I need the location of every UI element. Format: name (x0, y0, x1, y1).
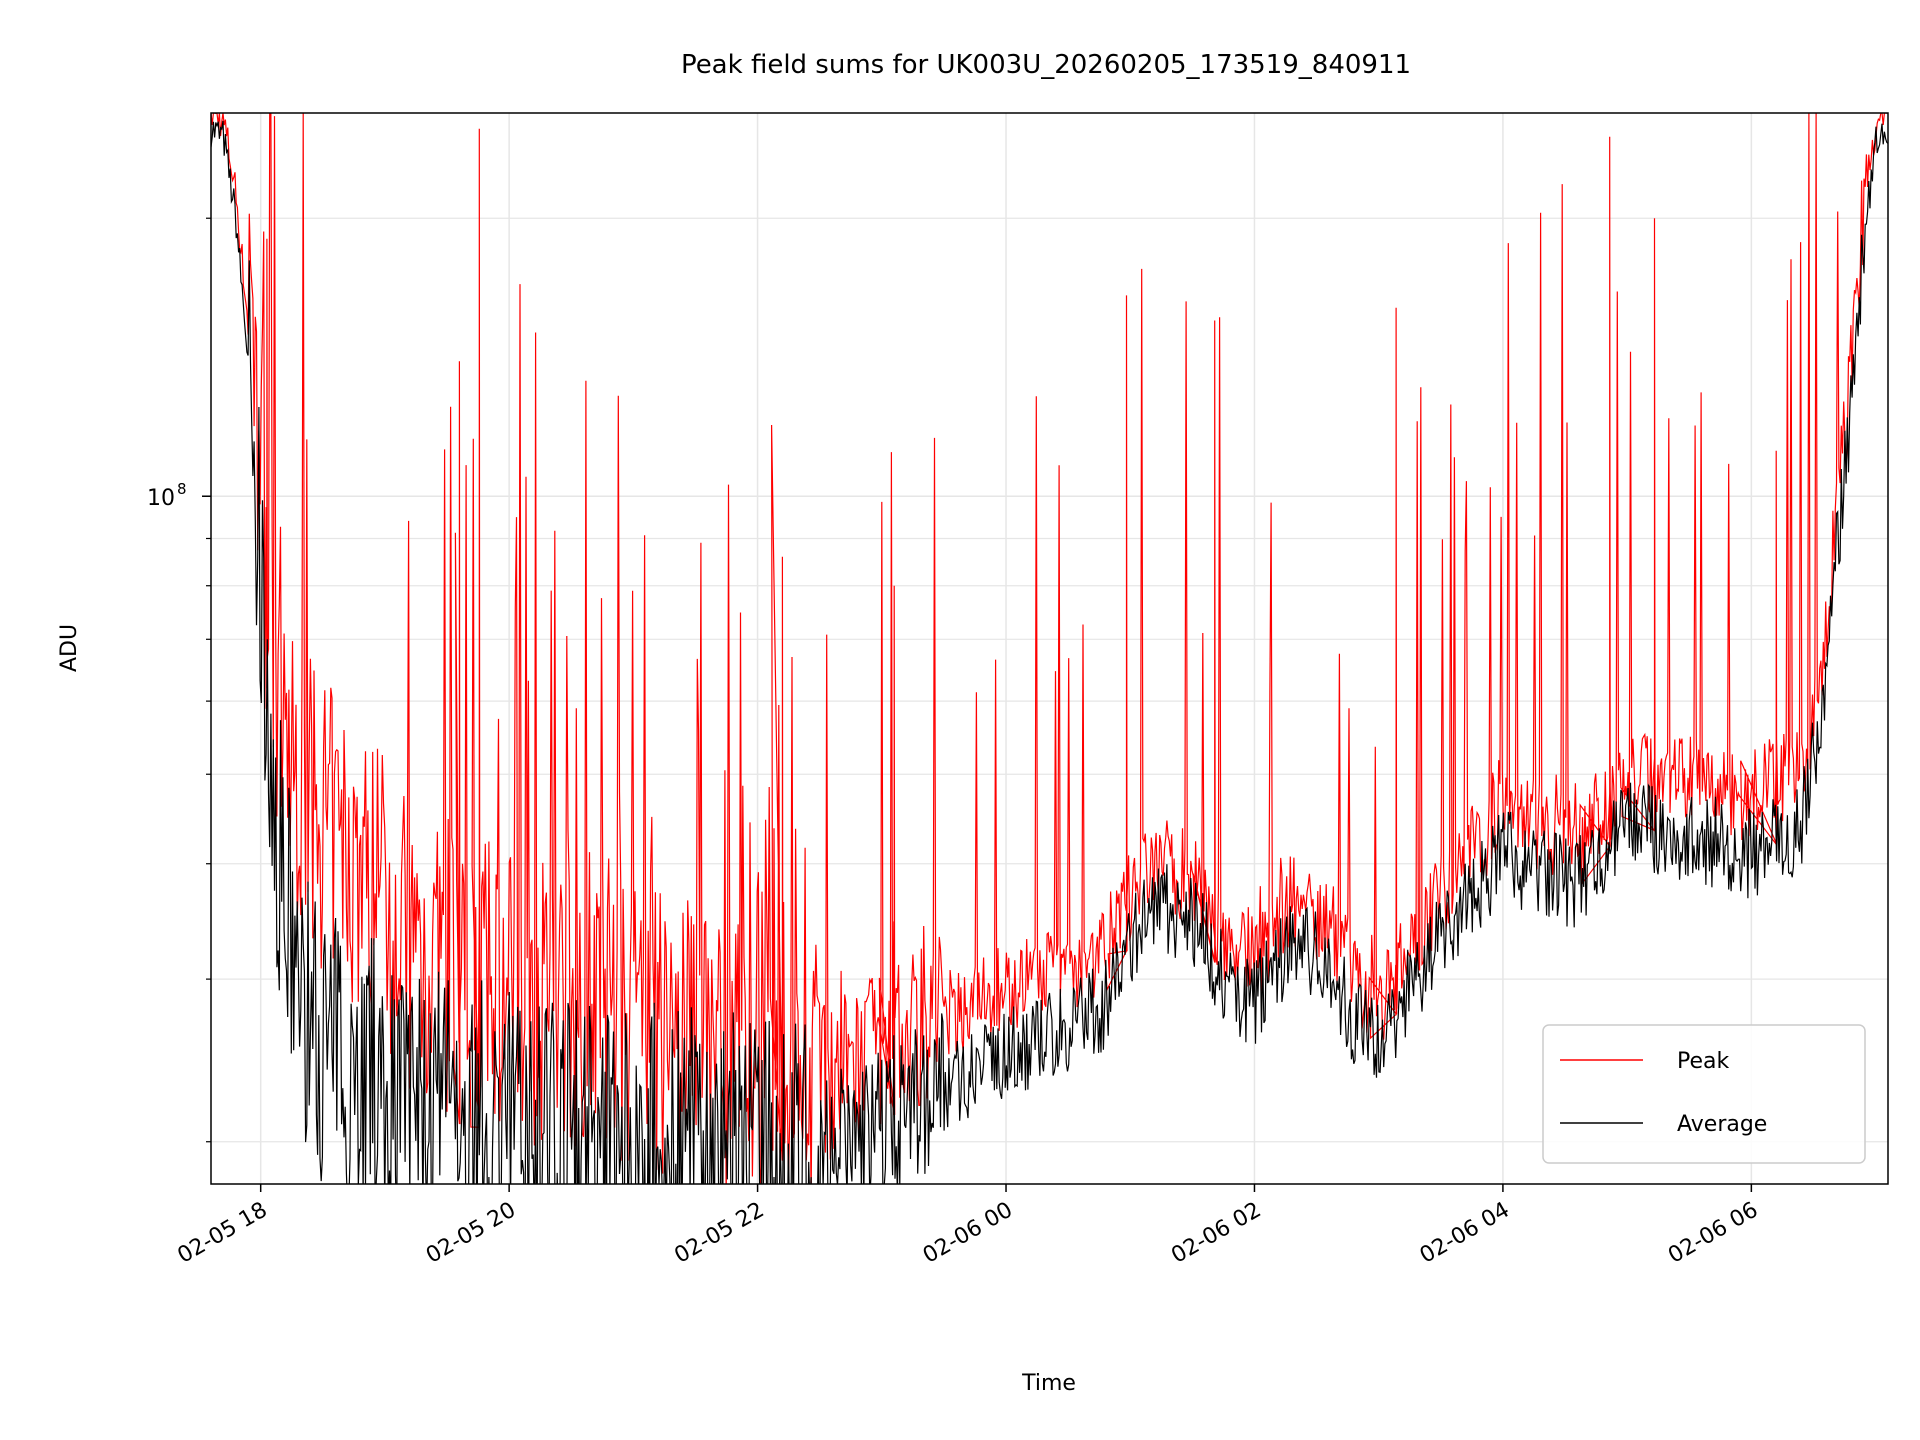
x-axis-label: Time (1021, 1371, 1076, 1396)
series-average-line (211, 120, 1888, 1184)
plot-frame (210, 112, 1889, 1185)
legend-box (1542, 1024, 1866, 1164)
series-layer (211, 113, 1888, 1184)
y-tick-exponent: 8 (177, 480, 187, 498)
y-axis: 10 8 (147, 217, 211, 1143)
series-peak-line (211, 113, 1888, 1184)
chart-title: Peak field sums for UK003U_20260205_1735… (681, 50, 1411, 80)
y-tick-label: 10 (147, 486, 175, 511)
legend-average-label: Average (1677, 1112, 1767, 1137)
legend-peak-label: Peak (1677, 1049, 1729, 1074)
y-axis-label: ADU (57, 624, 82, 672)
legend: Peak Average (1542, 1024, 1866, 1164)
